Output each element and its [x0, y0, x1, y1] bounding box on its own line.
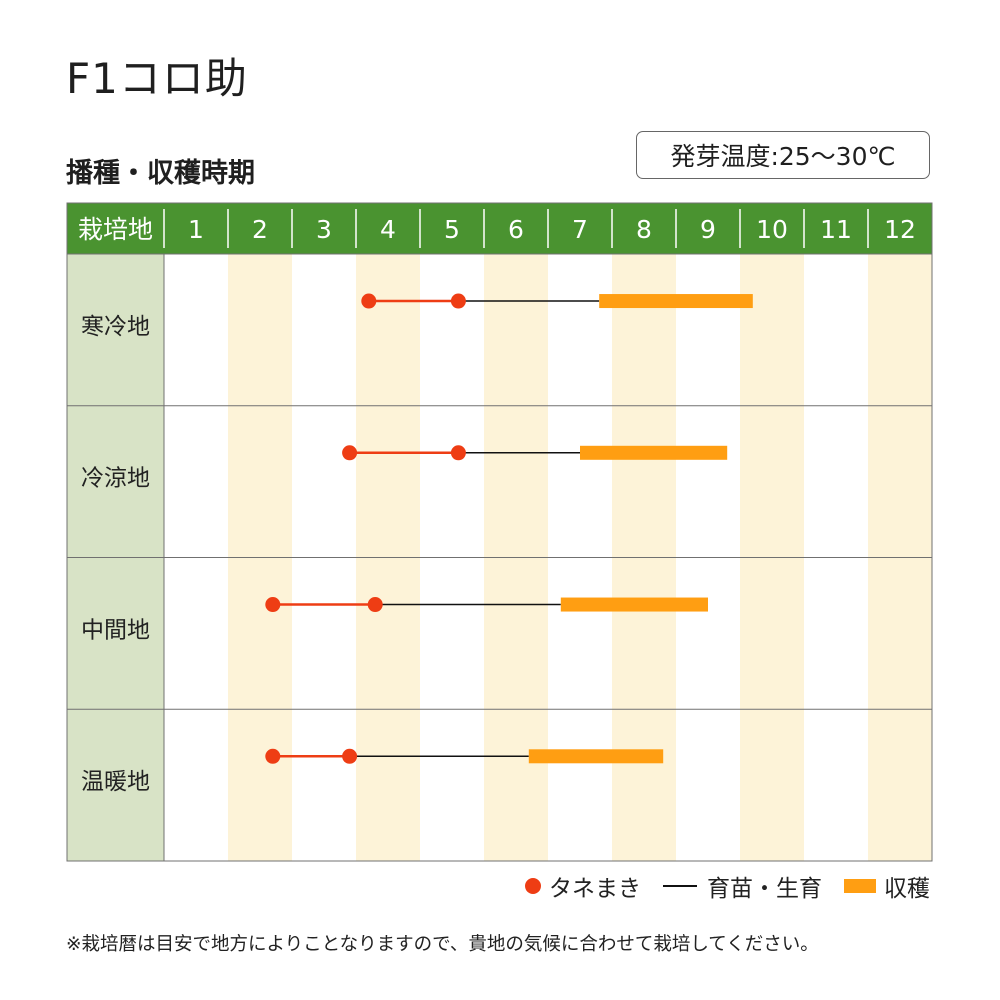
header-label: 栽培地 [78, 215, 153, 244]
month-tick-label: 10 [756, 215, 788, 244]
month-tick-label: 2 [252, 215, 268, 244]
sowing-end-point [450, 293, 466, 309]
chart-border [66, 202, 933, 862]
harvest-bar [560, 597, 708, 612]
growing-line-icon [663, 885, 697, 887]
legend-item-sowing: タネまき [525, 869, 641, 903]
harvest-bar [599, 294, 753, 309]
region-label: 寒冷地 [81, 314, 150, 340]
month-tick-label: 4 [380, 215, 396, 244]
germination-temp-text: 発芽温度:25〜30℃ [670, 142, 896, 171]
month-tick-label: 11 [820, 215, 852, 244]
sowing-start-point [361, 293, 377, 309]
month-tick-label: 1 [188, 215, 204, 244]
legend-harvest-label: 収穫 [884, 876, 930, 902]
sowing-end-point [342, 748, 358, 764]
header-row [67, 203, 932, 254]
footnote: ※栽培暦は目安で地方によりことなりますので、貴地の気候に合わせて栽培してください… [66, 934, 819, 955]
region-label: 温暖地 [81, 769, 150, 795]
month-tick-label: 5 [444, 215, 460, 244]
month-tick-label: 6 [508, 215, 524, 244]
sowing-start-point [342, 445, 358, 461]
region-label: 中間地 [81, 617, 150, 643]
page-title: F1コロ助 [66, 54, 248, 103]
month-tick-label: 3 [316, 215, 332, 244]
month-tick-label: 9 [700, 215, 716, 244]
month-tick-label: 7 [572, 215, 588, 244]
region-label: 冷涼地 [81, 466, 150, 492]
germination-temp-badge: 発芽温度:25〜30℃ [636, 131, 930, 179]
legend-item-harvest: 収穫 [844, 869, 930, 903]
harvest-bar-icon [844, 879, 876, 893]
legend-growing-label: 育苗・生育 [707, 876, 822, 902]
chart-subtitle: 播種・収穫時期 [66, 158, 255, 189]
legend-item-growing: 育苗・生育 [663, 869, 822, 903]
month-tick-label: 8 [636, 215, 652, 244]
legend-sowing-label: タネまき [549, 876, 641, 902]
harvest-bar [580, 445, 728, 460]
sowing-end-point [450, 445, 466, 461]
sowing-end-point [367, 597, 383, 613]
harvest-bar [528, 749, 664, 764]
month-tick-label: 12 [884, 215, 916, 244]
sowing-start-point [265, 597, 281, 613]
sowing-dot-icon [525, 878, 541, 894]
chart-legend: タネまき 育苗・生育 収穫 [503, 869, 930, 903]
sowing-start-point [265, 748, 281, 764]
